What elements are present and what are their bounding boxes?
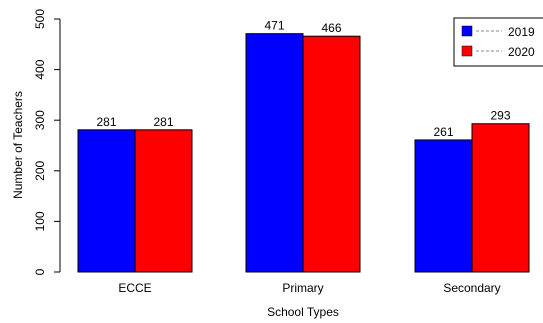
y-tick-label: 300 <box>33 110 47 130</box>
legend: 2019 2020 <box>453 17 543 67</box>
bar-ecce-2020 <box>134 129 193 273</box>
x-tick-label-ecce: ECCE <box>118 281 151 295</box>
bar-primary-2020 <box>302 35 361 273</box>
legend-label-2019: 2019 <box>508 25 535 39</box>
legend-box <box>453 17 543 67</box>
data-labels-layer: 281 281 471 466 261 293 <box>96 19 510 139</box>
bar-secondary-2019 <box>414 139 473 273</box>
y-tick-label: 400 <box>33 59 47 79</box>
y-tick-label: 0 <box>33 268 47 275</box>
data-label-primary-2019: 471 <box>264 19 284 33</box>
data-label-ecce-2020: 281 <box>153 115 173 129</box>
x-axis: ECCE Primary Secondary <box>118 281 500 295</box>
bar-secondary-2020 <box>471 123 530 273</box>
legend-swatch-2020 <box>461 45 473 57</box>
bar-ecce-2019 <box>77 129 136 273</box>
legend-label-2020: 2020 <box>508 45 535 59</box>
data-label-primary-2020: 466 <box>321 21 341 35</box>
legend-swatch-2019 <box>461 25 473 37</box>
data-label-secondary-2019: 261 <box>433 125 453 139</box>
x-tick-label-secondary: Secondary <box>443 281 500 295</box>
x-axis-title: School Types <box>267 305 339 319</box>
y-tick-label: 500 <box>33 9 47 29</box>
y-axis-title: Number of Teachers <box>11 91 25 199</box>
data-label-secondary-2020: 293 <box>490 109 510 123</box>
y-tick-label: 100 <box>33 211 47 231</box>
x-tick-label-primary: Primary <box>282 281 323 295</box>
bar-primary-2019 <box>245 33 304 273</box>
y-axis: 0 100 200 300 400 500 <box>33 9 61 275</box>
data-label-ecce-2019: 281 <box>96 115 116 129</box>
y-tick-label: 200 <box>33 160 47 180</box>
bars-layer <box>77 33 530 273</box>
